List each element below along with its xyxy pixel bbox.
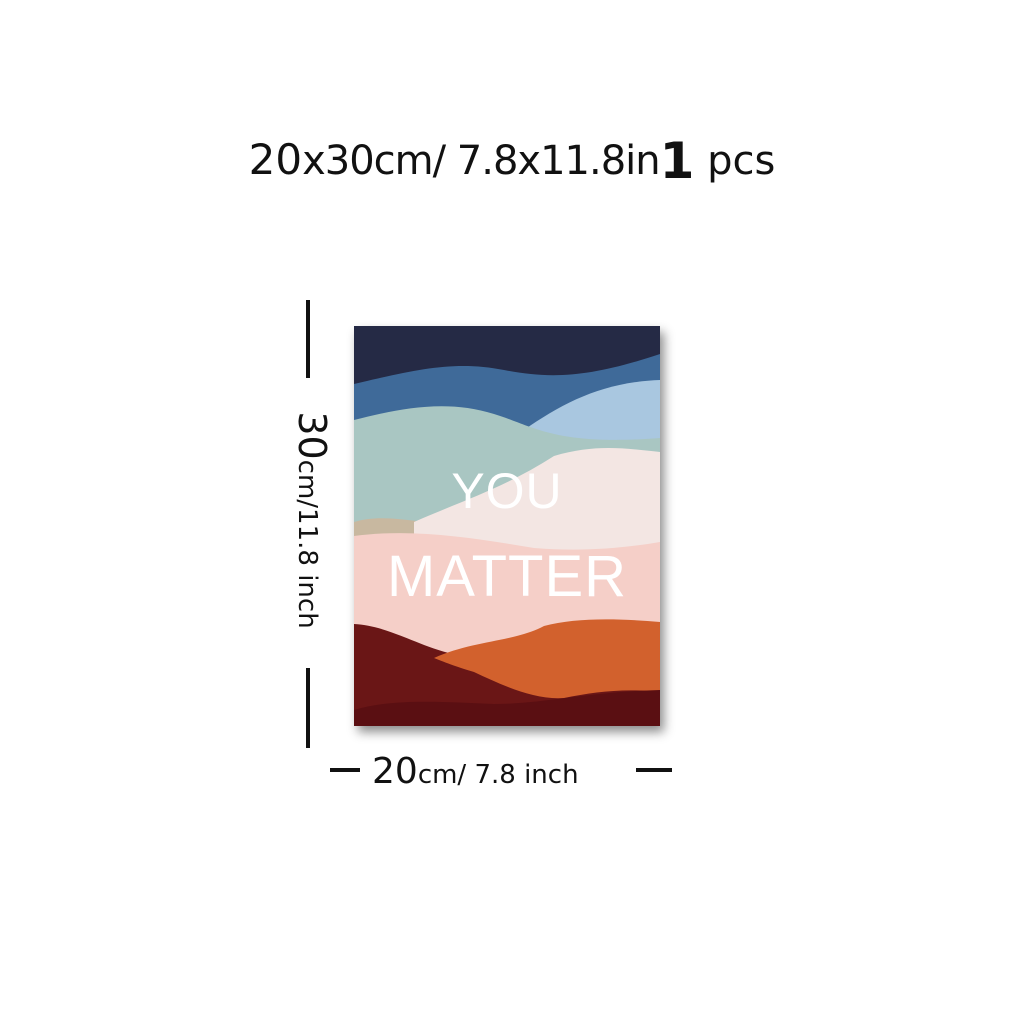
band-orange xyxy=(434,619,660,699)
band-dark-red xyxy=(354,690,660,726)
height-label: 30cm/11.8 inch xyxy=(290,411,334,629)
headline-quantity: 1 xyxy=(659,132,695,190)
width-rule-right xyxy=(636,768,672,772)
height-value: 30 xyxy=(290,411,334,460)
headline-prefix: 20 xyxy=(248,135,303,184)
width-label: 20cm/ 7.8 inch xyxy=(372,754,579,790)
width-value: 20 xyxy=(372,751,418,792)
canvas-print: YOU MATTER xyxy=(354,326,660,726)
height-rule-bottom xyxy=(306,668,310,748)
artwork-text-you: YOU xyxy=(451,463,562,519)
headline-size: x30cm/ 7.8x11.8in xyxy=(302,138,661,184)
size-headline: 20x30cm/ 7.8x11.8in1 pcs xyxy=(0,136,1024,186)
artwork-svg: YOU MATTER xyxy=(354,326,660,726)
width-unit: cm/ 7.8 inch xyxy=(417,760,579,790)
artwork-text-matter: MATTER xyxy=(387,544,627,609)
headline-quantity-unit: pcs xyxy=(707,138,776,184)
height-rule-top xyxy=(306,300,310,378)
height-unit: cm/11.8 inch xyxy=(292,459,322,629)
width-rule-left xyxy=(330,768,360,772)
